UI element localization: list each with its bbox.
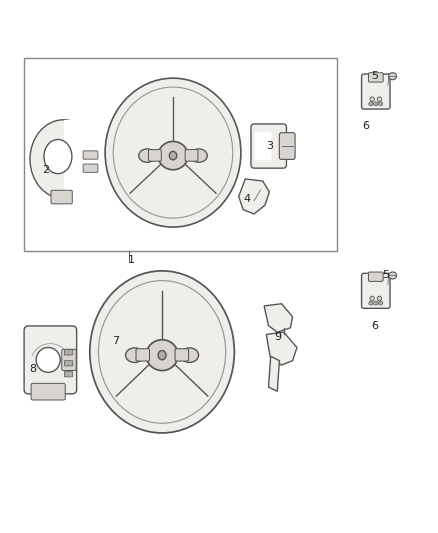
FancyBboxPatch shape bbox=[279, 133, 295, 159]
FancyBboxPatch shape bbox=[64, 361, 73, 366]
Text: 3: 3 bbox=[266, 141, 273, 151]
FancyBboxPatch shape bbox=[254, 132, 272, 160]
Ellipse shape bbox=[377, 97, 381, 101]
Ellipse shape bbox=[36, 348, 60, 373]
FancyBboxPatch shape bbox=[51, 190, 72, 204]
Text: 9: 9 bbox=[275, 332, 282, 342]
Ellipse shape bbox=[146, 340, 178, 370]
Ellipse shape bbox=[374, 102, 378, 106]
Ellipse shape bbox=[374, 301, 378, 305]
FancyBboxPatch shape bbox=[368, 272, 383, 281]
Ellipse shape bbox=[377, 296, 381, 301]
Text: 2: 2 bbox=[42, 165, 49, 175]
FancyBboxPatch shape bbox=[64, 350, 73, 355]
FancyBboxPatch shape bbox=[31, 383, 65, 400]
FancyBboxPatch shape bbox=[148, 150, 161, 161]
Ellipse shape bbox=[369, 102, 373, 106]
FancyBboxPatch shape bbox=[362, 74, 390, 109]
Polygon shape bbox=[239, 179, 269, 214]
FancyBboxPatch shape bbox=[64, 372, 73, 377]
Ellipse shape bbox=[90, 271, 234, 433]
Ellipse shape bbox=[370, 296, 374, 301]
Ellipse shape bbox=[139, 149, 155, 163]
Text: 6: 6 bbox=[362, 122, 369, 131]
Ellipse shape bbox=[126, 348, 144, 362]
Ellipse shape bbox=[180, 348, 198, 362]
FancyBboxPatch shape bbox=[362, 273, 390, 308]
Ellipse shape bbox=[30, 120, 97, 199]
Polygon shape bbox=[264, 304, 293, 332]
Ellipse shape bbox=[44, 140, 72, 174]
Ellipse shape bbox=[105, 78, 241, 227]
Text: 7: 7 bbox=[113, 336, 120, 346]
Polygon shape bbox=[24, 59, 337, 251]
Ellipse shape bbox=[369, 301, 373, 305]
Polygon shape bbox=[266, 332, 297, 365]
Ellipse shape bbox=[389, 272, 396, 279]
FancyBboxPatch shape bbox=[24, 326, 77, 394]
Ellipse shape bbox=[191, 149, 207, 163]
FancyBboxPatch shape bbox=[83, 151, 98, 159]
Text: 4: 4 bbox=[244, 193, 251, 204]
Ellipse shape bbox=[158, 351, 166, 360]
FancyBboxPatch shape bbox=[185, 150, 198, 161]
Ellipse shape bbox=[169, 151, 177, 160]
Ellipse shape bbox=[99, 280, 226, 423]
Ellipse shape bbox=[158, 141, 188, 169]
FancyBboxPatch shape bbox=[62, 349, 76, 370]
Ellipse shape bbox=[113, 87, 233, 218]
Ellipse shape bbox=[389, 72, 396, 80]
Ellipse shape bbox=[370, 97, 374, 101]
Text: 8: 8 bbox=[29, 365, 36, 374]
Ellipse shape bbox=[378, 301, 383, 305]
FancyBboxPatch shape bbox=[175, 349, 188, 361]
Text: 5: 5 bbox=[371, 71, 378, 81]
Polygon shape bbox=[268, 356, 279, 391]
Text: 5: 5 bbox=[382, 270, 389, 280]
Text: 6: 6 bbox=[371, 321, 378, 330]
Ellipse shape bbox=[378, 102, 383, 106]
FancyBboxPatch shape bbox=[368, 72, 383, 82]
Text: 1: 1 bbox=[128, 255, 135, 265]
FancyBboxPatch shape bbox=[83, 164, 98, 172]
FancyBboxPatch shape bbox=[251, 124, 286, 168]
FancyBboxPatch shape bbox=[136, 349, 149, 361]
FancyBboxPatch shape bbox=[64, 120, 101, 199]
